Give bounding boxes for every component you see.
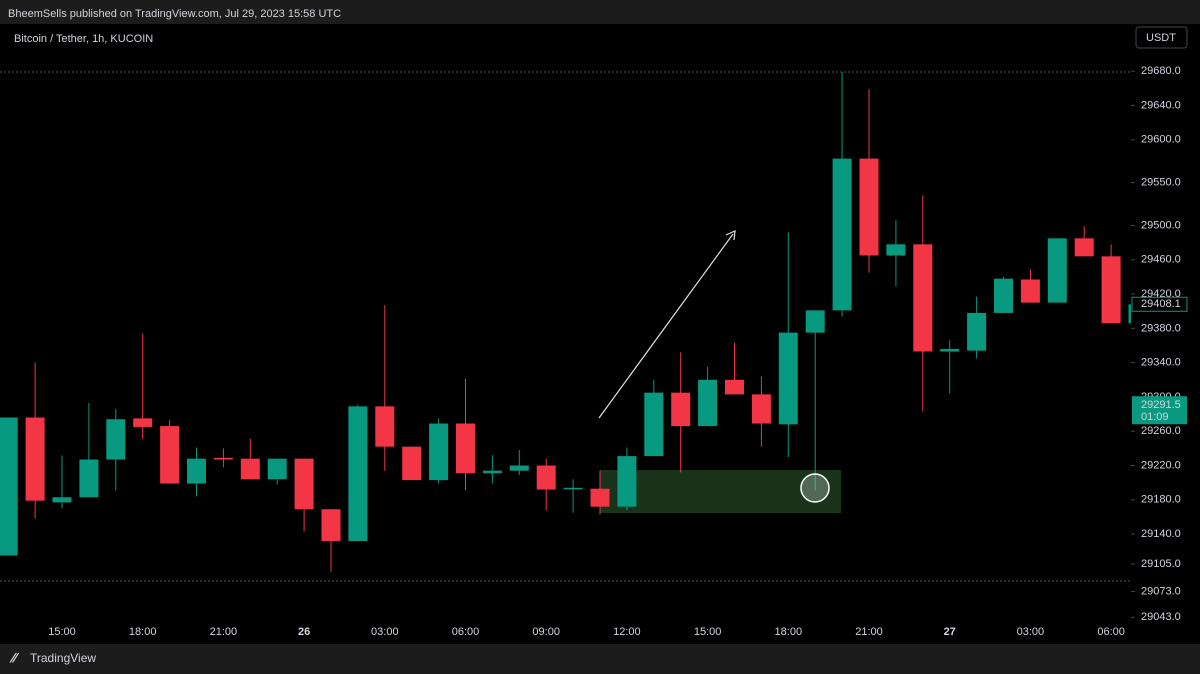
y-tick-label: 29073.0 [1141, 585, 1181, 597]
x-tick-label: 12:00 [613, 626, 641, 638]
last-close-label: 29408.1 [1141, 298, 1181, 310]
candle-body [0, 417, 18, 556]
candle-body [751, 394, 771, 424]
candle-body [698, 379, 718, 427]
candle-body [187, 458, 206, 484]
y-tick-label: 29550.0 [1141, 177, 1181, 189]
candle-body [886, 244, 906, 256]
published-note: BheemSells published on TradingView.com,… [8, 8, 341, 20]
last-close-label-box [1131, 296, 1188, 312]
candle-body [482, 470, 502, 474]
candle-body [160, 426, 180, 484]
currency-button[interactable] [1135, 26, 1188, 49]
candle-body [375, 406, 395, 447]
y-tick-label: 29220.0 [1141, 459, 1181, 471]
candle-body [213, 457, 233, 460]
candle-body [940, 348, 960, 352]
x-tick-label: 06:00 [452, 626, 480, 638]
x-tick-label: 18:00 [775, 626, 803, 638]
candle-body [456, 423, 475, 474]
candle-body [106, 419, 126, 460]
candle-body [267, 458, 287, 480]
y-tick-label: 29260.0 [1141, 425, 1181, 437]
y-tick-label: 29340.0 [1141, 357, 1181, 369]
y-tick-label: 29043.0 [1141, 611, 1181, 623]
candle-body [617, 456, 637, 507]
y-tick-label: 29600.0 [1141, 134, 1181, 146]
arrow-head [725, 230, 736, 241]
footer-bar [0, 644, 1200, 674]
candle-body [832, 158, 852, 311]
candle-body [240, 458, 260, 480]
candle-body [429, 423, 449, 481]
candle-body [52, 497, 72, 503]
candle-body [805, 310, 825, 333]
candle-body [590, 488, 610, 507]
y-tick-label: 29140.0 [1141, 528, 1181, 540]
candle-body [644, 392, 664, 457]
header-bar [0, 0, 1200, 24]
countdown-label: 01:09 [1141, 411, 1169, 423]
candle-body [1020, 279, 1040, 303]
x-tick-label: 21:00 [855, 626, 883, 638]
highlight-circle [800, 473, 830, 503]
logo-mark: ⁄⁄ [9, 650, 19, 666]
x-tick-label: 03:00 [371, 626, 399, 638]
candle-body [79, 459, 99, 498]
logo: TradingView [30, 651, 96, 665]
x-tick-label: 27 [944, 626, 956, 638]
candle-body [1047, 238, 1067, 303]
candle-body [778, 332, 798, 425]
x-tick-label: 15:00 [48, 626, 76, 638]
y-tick-label: 29180.0 [1141, 494, 1181, 506]
candle-body [1101, 256, 1121, 324]
arrow [598, 233, 734, 419]
x-tick-label: 06:00 [1097, 626, 1125, 638]
x-tick-label: 03:00 [1017, 626, 1045, 638]
currency[interactable]: USDT [1146, 32, 1176, 44]
y-tick-label: 29680.0 [1141, 65, 1181, 77]
candle-body [563, 487, 583, 490]
candle-body [1074, 238, 1094, 257]
candle-body [348, 406, 368, 541]
x-tick-label: 26 [298, 626, 310, 638]
candle-body [294, 458, 314, 510]
candle-body [133, 418, 153, 427]
candle-body [671, 392, 691, 427]
y-tick-label: 29380.0 [1141, 322, 1181, 334]
x-tick-label: 15:00 [694, 626, 722, 638]
current-price-label: 29291.5 [1141, 399, 1181, 411]
y-tick-label: 29460.0 [1141, 254, 1181, 266]
y-tick-label: 29105.0 [1141, 558, 1181, 570]
candle-body [509, 465, 529, 471]
symbol: Bitcoin / Tether, 1h, KUCOIN [14, 33, 153, 45]
candle-body [725, 379, 744, 395]
candle-body [913, 244, 933, 352]
x-tick-label: 09:00 [532, 626, 560, 638]
candle-body [25, 417, 45, 501]
x-tick-label: 18:00 [129, 626, 157, 638]
current-price-box [1132, 396, 1187, 425]
x-tick-label: 21:00 [210, 626, 238, 638]
candle-body [536, 465, 556, 490]
candle-body [994, 278, 1013, 313]
candle-body [1128, 304, 1131, 324]
candle-body [321, 509, 341, 541]
candle-body [402, 446, 422, 481]
y-tick-label: 29500.0 [1141, 219, 1181, 231]
y-tick-label: 29640.0 [1141, 99, 1181, 111]
candle-body [859, 158, 879, 256]
candle-body [967, 312, 987, 351]
